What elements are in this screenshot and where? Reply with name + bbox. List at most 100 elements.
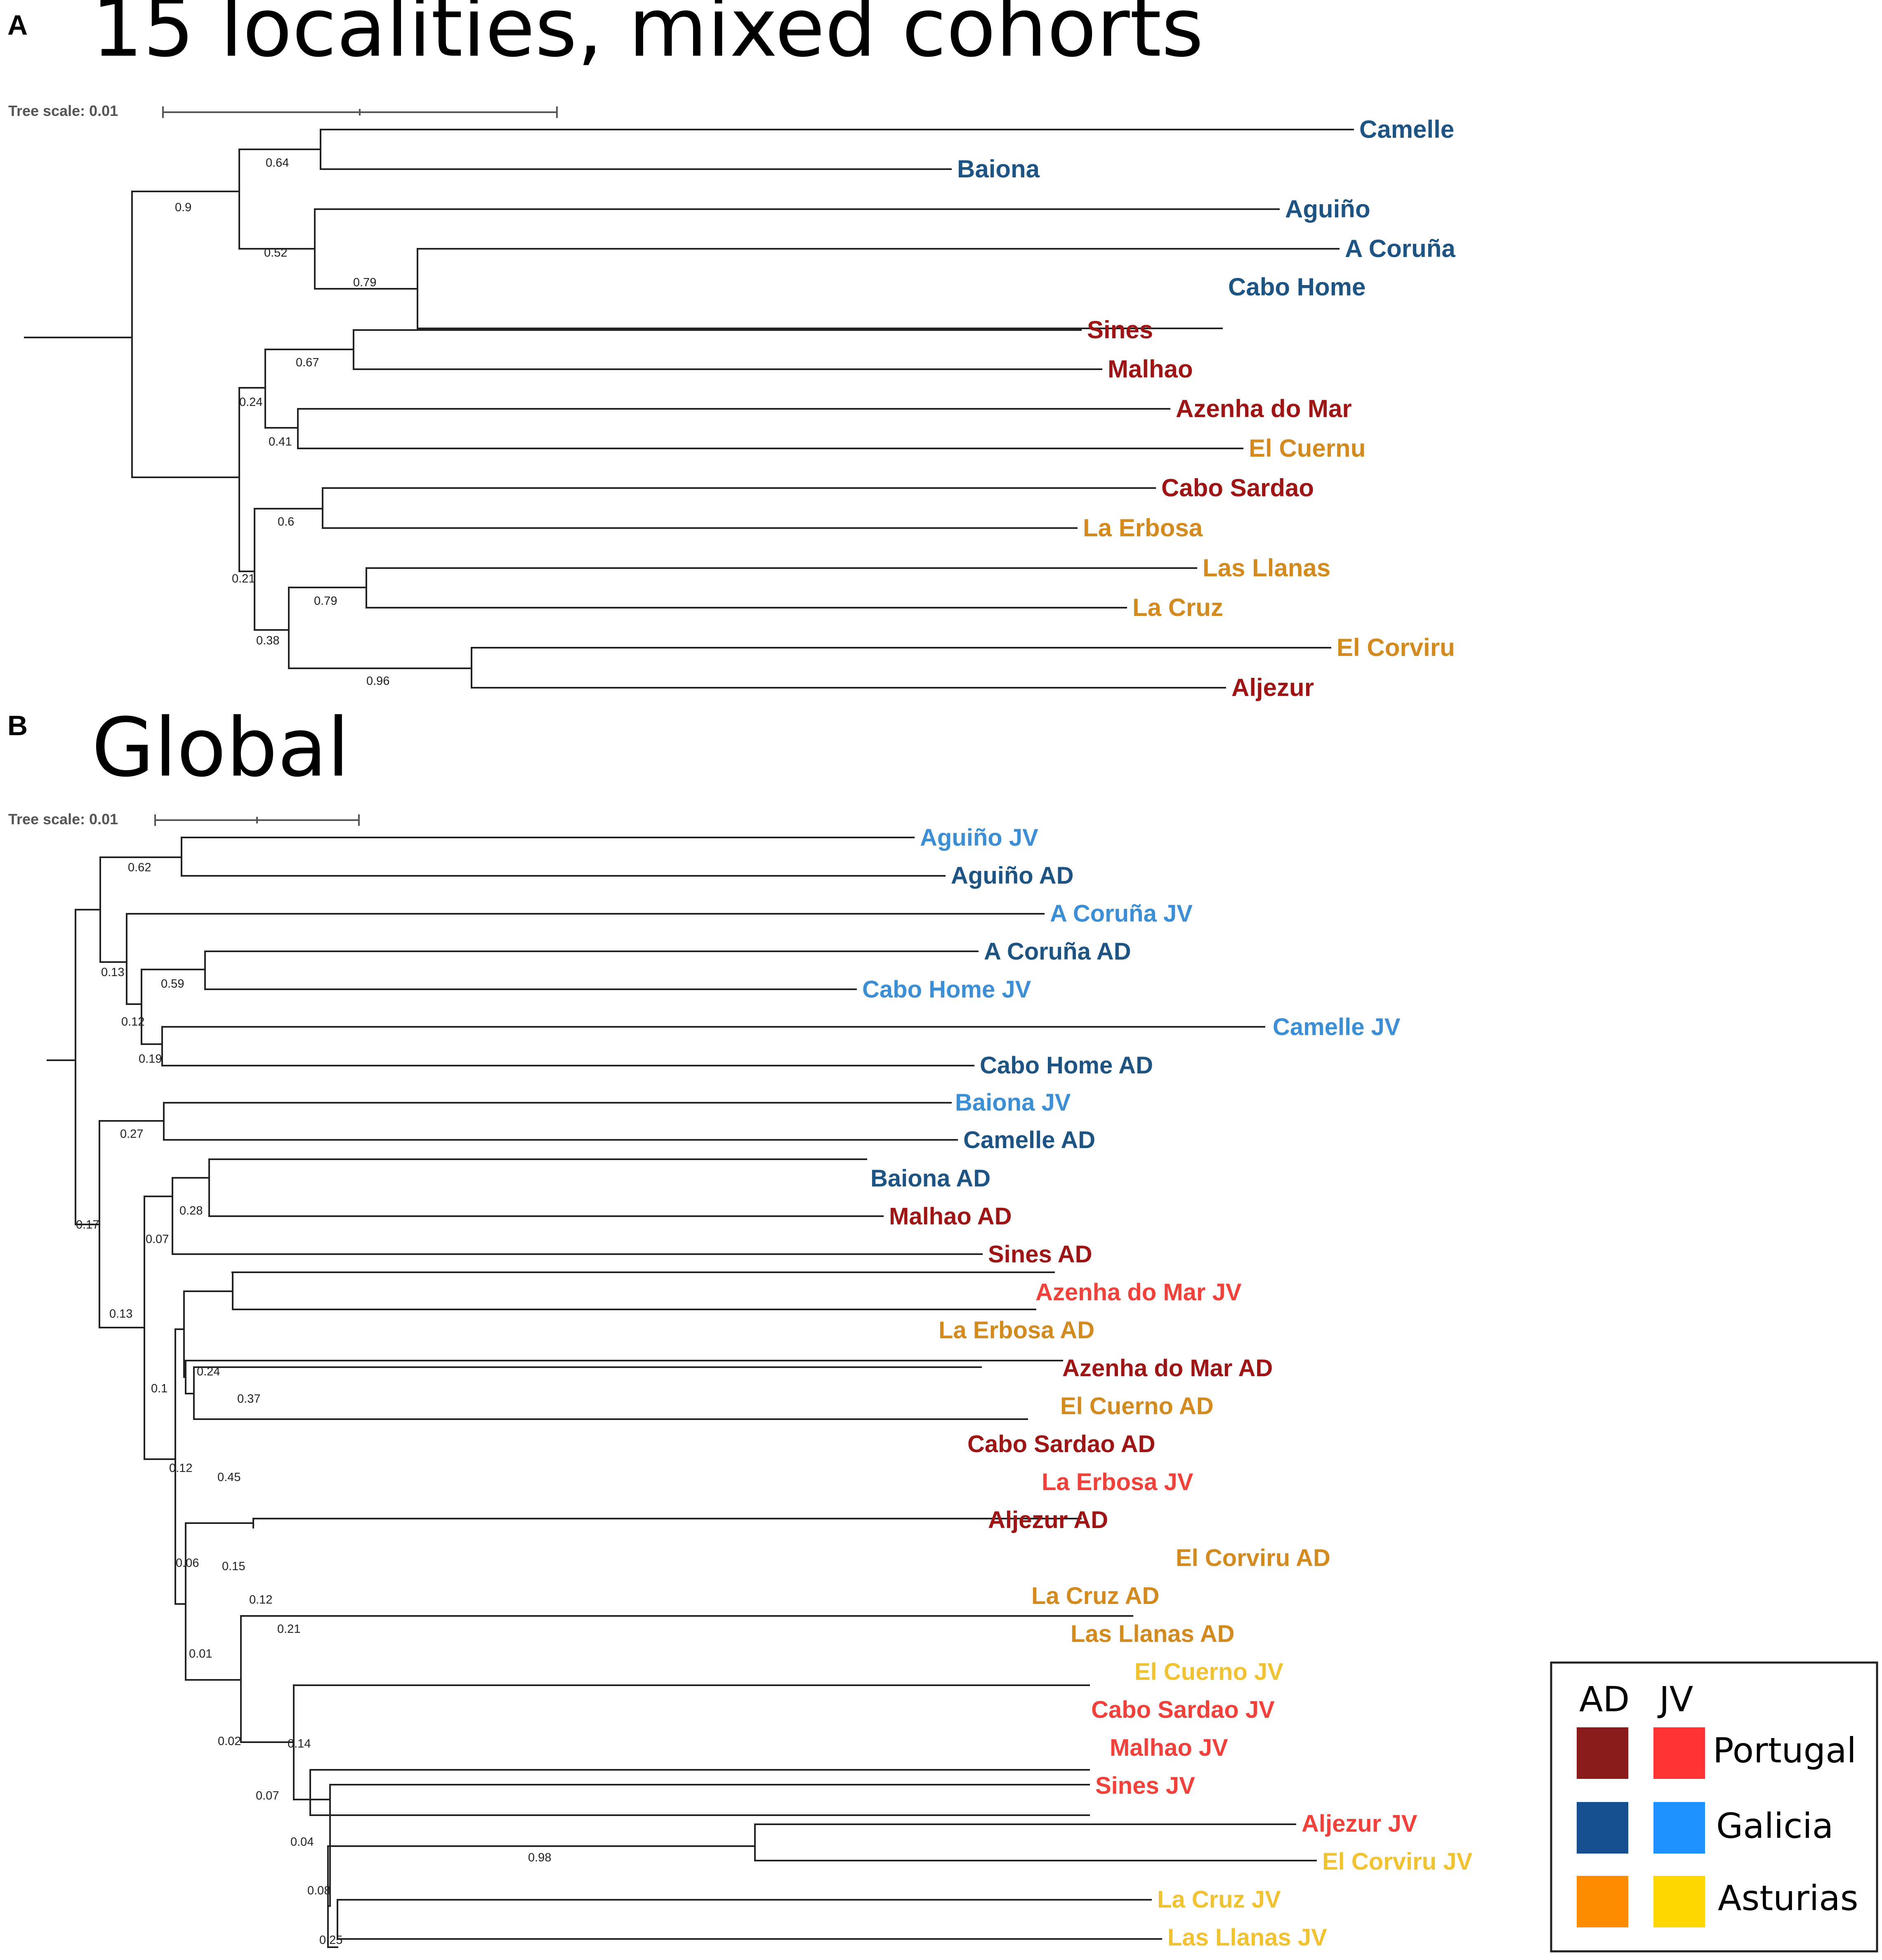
tip-label: Azenha do Mar [1176, 395, 1352, 422]
support-value: 0.27 [120, 1127, 143, 1141]
support-value: 0.45 [217, 1471, 241, 1484]
support-value: 0.07 [146, 1233, 169, 1246]
support-value: 0.64 [266, 156, 289, 170]
support-value: 0.12 [121, 1015, 144, 1028]
support-value: 0.38 [256, 634, 279, 647]
panel-b-letter: B [7, 710, 28, 741]
panel-a-support-values: 0.9 0.64 0.52 0.79 0.24 0.67 0.41 0.21 0… [175, 156, 389, 688]
support-value: 0.98 [528, 1851, 551, 1864]
support-value: 0.13 [101, 966, 124, 979]
tip-label: Aguiño [1285, 195, 1370, 223]
tip-label: La Erbosa JV [1042, 1469, 1193, 1495]
panel-a-letter: A [7, 9, 28, 41]
legend-label-portugal: Portugal [1713, 1730, 1856, 1771]
tip-label: Aguiño JV [920, 824, 1038, 851]
support-value: 0.12 [249, 1593, 272, 1606]
support-value: 0.41 [269, 435, 292, 448]
tip-label: Camelle [1359, 116, 1454, 143]
tip-label: Sines AD [988, 1241, 1092, 1268]
tip-label: Azenha do Mar AD [1062, 1355, 1273, 1382]
tip-label: La Erbosa [1083, 514, 1203, 542]
panel-b-title: Global [92, 701, 349, 795]
panel-a-scale-label: Tree scale: 0.01 [8, 102, 118, 119]
legend-swatch-galicia-jv [1653, 1802, 1705, 1854]
support-value: 0.06 [176, 1557, 199, 1570]
support-value: 0.52 [264, 246, 287, 259]
support-value: 0.6 [278, 515, 294, 528]
support-value: 0.24 [197, 1365, 220, 1378]
panel-b-tree-branches-lower [240, 1679, 1317, 1948]
tip-label: Baiona AD [870, 1165, 991, 1192]
tip-label: El Cuernu [1249, 434, 1366, 462]
support-value: 0.25 [319, 1934, 342, 1947]
tip-label: Cabo Sardao AD [967, 1431, 1155, 1458]
support-value: 0.13 [109, 1307, 132, 1321]
support-value: 0.19 [139, 1052, 162, 1066]
tip-label: Cabo Sardao JV [1091, 1696, 1275, 1723]
support-value: 0.21 [277, 1623, 300, 1636]
tip-label: Camelle AD [963, 1127, 1095, 1153]
tip-label: Sines JV [1095, 1772, 1195, 1799]
tip-label: La Cruz [1132, 594, 1223, 621]
support-value: 0.79 [314, 594, 337, 608]
support-value: 0.59 [161, 977, 184, 991]
support-value: 0.62 [128, 861, 151, 874]
tip-label: Camelle JV [1273, 1014, 1401, 1040]
tip-label: Malhao JV [1110, 1734, 1228, 1761]
support-value: 0.17 [76, 1218, 99, 1231]
legend-swatch-portugal-ad [1577, 1727, 1628, 1779]
support-value: 0.79 [353, 276, 376, 289]
tip-label: Cabo Sardao [1161, 474, 1314, 502]
tip-label: A Coruña AD [984, 938, 1131, 965]
tip-label: Aguiño AD [951, 862, 1073, 889]
support-value: 0.24 [239, 396, 262, 409]
support-value: 0.37 [237, 1392, 260, 1406]
support-value: 0.12 [169, 1462, 192, 1475]
tip-label: Aljezur [1231, 674, 1314, 701]
tip-label: El Cuerno AD [1060, 1393, 1214, 1420]
support-value: 0.07 [256, 1789, 279, 1802]
tip-label: Cabo Home JV [862, 976, 1031, 1003]
tip-label: Azenha do Mar JV [1035, 1279, 1242, 1306]
tip-label: El Corviru [1337, 634, 1455, 661]
tip-label: Baiona [957, 155, 1040, 183]
panel-b-scale-bar: Tree scale: 0.01 [8, 811, 360, 828]
support-value: 0.1 [151, 1382, 167, 1395]
legend-swatch-asturias-jv [1653, 1876, 1705, 1927]
tip-label: La Erbosa AD [939, 1317, 1094, 1344]
panel-b-scale-label: Tree scale: 0.01 [8, 811, 118, 828]
support-value: 0.04 [290, 1835, 314, 1849]
legend-swatch-galicia-ad [1577, 1802, 1628, 1854]
tip-label: La Cruz AD [1031, 1583, 1159, 1609]
support-value: 0.21 [232, 572, 255, 585]
tip-label: Las Llanas [1203, 554, 1330, 582]
tip-label: Sines [1087, 316, 1153, 344]
tip-label: El Cuerno JV [1134, 1658, 1283, 1685]
tip-label: El Corviru AD [1176, 1545, 1330, 1571]
tip-label: Aljezur JV [1302, 1810, 1417, 1837]
tip-label: A Coruña [1345, 235, 1455, 262]
panel-b-tree-branches [47, 837, 1265, 1816]
legend-swatch-portugal-jv [1653, 1727, 1705, 1779]
tip-label: La Cruz JV [1157, 1886, 1281, 1913]
panel-a: A 15 localities, mixed cohorts Tree scal… [7, 0, 1455, 701]
legend: AD JV Portugal Galicia Asturias [1550, 1661, 1878, 1953]
legend-label-galicia: Galicia [1716, 1806, 1833, 1846]
tip-label: Cabo Home [1228, 273, 1366, 301]
legend-swatch-asturias-ad [1577, 1876, 1628, 1927]
tip-label: Malhao AD [889, 1203, 1012, 1230]
panel-a-tree-branches [24, 129, 1354, 689]
tip-label: Las Llanas AD [1071, 1620, 1235, 1647]
support-value: 0.02 [218, 1735, 241, 1748]
tip-label: Malhao [1108, 355, 1193, 383]
tip-label: Cabo Home AD [980, 1052, 1153, 1079]
panel-b: B Global Tree scale: 0.01 [7, 701, 1473, 1951]
support-value: 0.14 [288, 1737, 311, 1750]
legend-header-ad: AD [1579, 1679, 1630, 1719]
support-value: 0.9 [175, 201, 191, 214]
tip-label: Aljezur AD [988, 1507, 1108, 1533]
tip-label: Baiona JV [955, 1089, 1071, 1116]
tip-label: Las Llanas JV [1167, 1924, 1327, 1951]
tip-label: El Corviru JV [1322, 1848, 1473, 1875]
